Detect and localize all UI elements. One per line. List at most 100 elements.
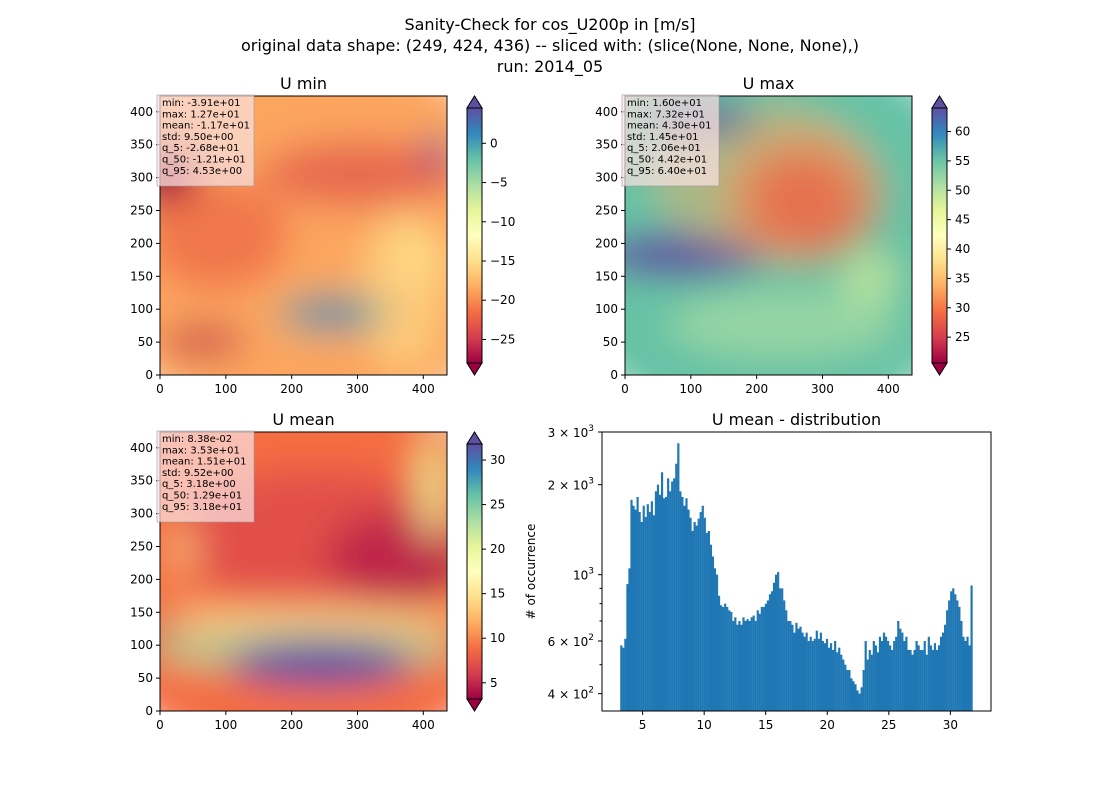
histogram-bar — [919, 649, 922, 711]
y-tick-label: 200 — [130, 236, 153, 250]
histogram-bar — [913, 649, 916, 711]
colorbar-tick-label: 45 — [955, 213, 970, 227]
histogram-bar — [632, 505, 635, 711]
histogram-bar — [819, 632, 822, 711]
histogram-bar — [864, 641, 867, 711]
x-tick-label: 100 — [214, 382, 237, 396]
colorbar-tick-label: 60 — [955, 125, 970, 139]
histogram-bar — [630, 499, 633, 711]
colorbar-tick-label: 20 — [490, 542, 505, 556]
x-tick-label: 100 — [679, 382, 702, 396]
histogram-bar — [640, 522, 643, 711]
histogram-bar — [948, 600, 951, 711]
stats-line: min: 8.38e-02 — [162, 434, 232, 445]
histogram-bar — [805, 632, 808, 711]
histogram-bar — [699, 512, 702, 711]
histogram-bar — [927, 636, 930, 711]
histogram-bar — [656, 484, 660, 711]
histogram-bar — [872, 641, 875, 711]
y-tick-label: 103 — [573, 567, 594, 583]
histogram-bar — [925, 654, 928, 711]
histogram-bar — [815, 630, 818, 711]
histogram-bar — [701, 505, 704, 711]
colorbar-extend-max — [931, 95, 948, 109]
histogram-bar — [880, 641, 884, 711]
histogram-bar — [620, 645, 623, 711]
y-tick-label: 350 — [130, 474, 153, 488]
panel-title: U mean — [272, 410, 334, 429]
colorbar-tick-label: 30 — [955, 301, 970, 315]
histogram-bar — [931, 649, 934, 711]
histogram-bar — [917, 645, 920, 711]
histogram-bar — [642, 505, 645, 711]
histogram-bar — [695, 525, 698, 711]
histogram-bar — [724, 603, 727, 711]
histogram-bar — [868, 649, 871, 711]
histogram-bar — [634, 509, 637, 711]
y-tick-label: 250 — [130, 203, 153, 217]
histogram-bar — [966, 636, 969, 711]
histogram-bar — [968, 645, 971, 711]
axes-frame — [159, 431, 448, 712]
histogram-bar — [827, 647, 831, 711]
histogram-bar — [962, 636, 965, 711]
histogram-bar — [937, 645, 941, 711]
histogram-bar — [874, 645, 877, 711]
histogram-bar — [907, 649, 910, 711]
stats-line: std: 1.45e+01 — [627, 132, 699, 143]
histogram-bar — [852, 681, 855, 711]
histogram-bar — [638, 512, 641, 711]
y-tick-label: 4 × 102 — [548, 686, 594, 702]
histogram-bar — [958, 606, 961, 711]
histogram-bar — [766, 600, 770, 711]
histogram-bar — [909, 649, 912, 711]
colorbar-tick-label: 25 — [490, 498, 505, 512]
colorbar-extend-min — [466, 698, 483, 712]
histogram-bar — [711, 556, 715, 711]
histogram-bar — [952, 588, 955, 711]
histogram-bar — [750, 617, 753, 711]
axes-frame — [159, 95, 448, 376]
histogram-bar — [746, 619, 749, 711]
histogram-bar — [732, 620, 735, 711]
histogram-bar — [707, 530, 710, 711]
x-tick-label: 0 — [156, 718, 164, 732]
y-tick-label: 100 — [130, 638, 153, 652]
histogram-bar — [970, 585, 973, 711]
histogram-bar — [929, 645, 932, 711]
histogram-bar — [933, 643, 937, 711]
x-tick-label: 10 — [697, 718, 712, 732]
histogram-bar — [681, 496, 684, 711]
axes-frame — [601, 431, 992, 712]
x-tick-label: 300 — [346, 382, 369, 396]
histogram-bar — [882, 632, 886, 711]
histogram-bar — [754, 620, 757, 711]
histogram-bar — [935, 649, 939, 711]
histogram-bar — [813, 638, 816, 711]
histogram-bar — [730, 612, 733, 711]
x-tick-label: 300 — [346, 718, 369, 732]
histogram-bar — [889, 645, 892, 711]
colorbar-tick-label: 10 — [490, 631, 505, 645]
y-tick-label: 350 — [595, 138, 618, 152]
histogram-bar — [887, 641, 890, 711]
histogram-bar — [870, 654, 873, 711]
histogram-bar — [742, 617, 745, 711]
y-tick-label: 50 — [603, 335, 618, 349]
heatmap-blob — [389, 229, 447, 286]
histogram-bar — [683, 505, 686, 711]
histogram-bar — [944, 624, 947, 711]
histogram-bar — [624, 638, 627, 711]
heatmap-blob — [668, 291, 898, 359]
y-tick-label: 50 — [138, 671, 153, 685]
histogram-bar — [793, 632, 796, 711]
y-tick-label: 150 — [130, 605, 153, 619]
x-tick-label: 5 — [639, 718, 647, 732]
histogram-bar — [703, 517, 706, 711]
colorbar-tick-label: 55 — [955, 154, 970, 168]
histogram-bar — [803, 636, 806, 711]
x-tick-label: 300 — [811, 382, 834, 396]
histogram-bar — [842, 659, 845, 711]
